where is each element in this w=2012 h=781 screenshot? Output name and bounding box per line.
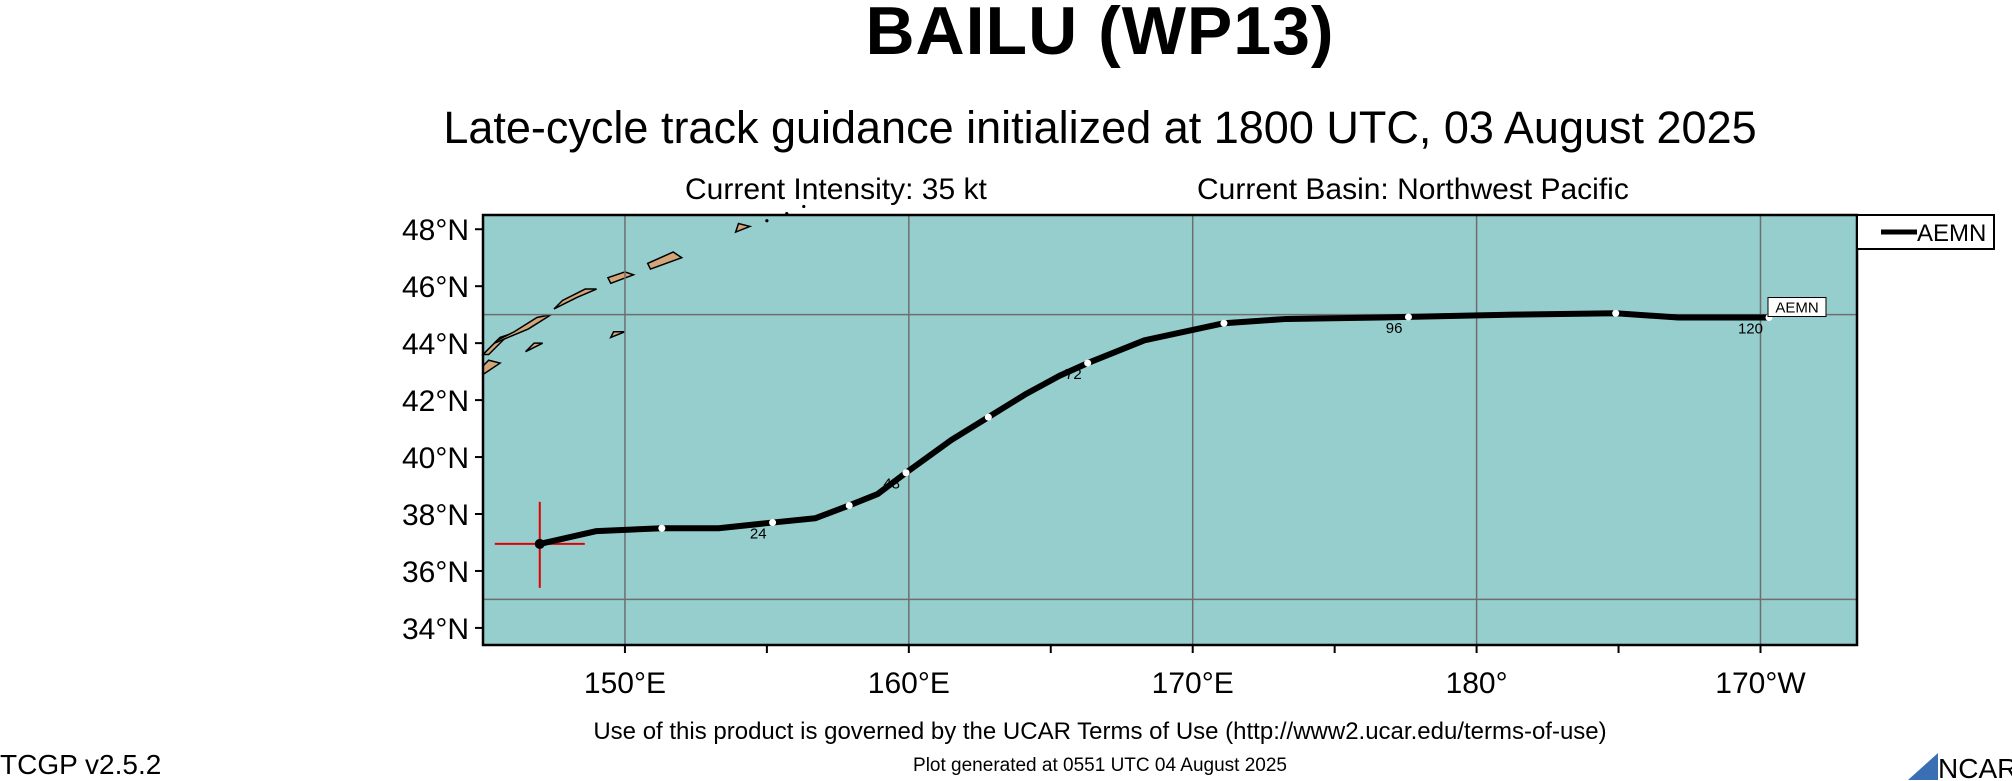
plot-generated-time: Plot generated at 0551 UTC 04 August 202… — [913, 755, 1287, 776]
track-time-dot — [845, 501, 853, 509]
track-hour-label: 72 — [1065, 366, 1082, 383]
track-time-dot — [1612, 309, 1620, 317]
track-time-dot — [984, 413, 992, 421]
x-tick-label: 160°E — [868, 667, 950, 700]
track-end-label: AEMN — [1775, 300, 1818, 317]
track-end-label-box — [1767, 297, 1827, 318]
ocean-background — [483, 215, 1857, 645]
terms-of-use-notice: Use of this product is governed by the U… — [593, 718, 1607, 745]
land-island-5 — [646, 251, 684, 271]
land-island-2 — [493, 313, 552, 344]
version-label: TCGP v2.5.2 — [0, 749, 162, 780]
track-time-dot — [1404, 313, 1412, 321]
track-start-point — [534, 538, 545, 549]
x-tick-label: 170°W — [1715, 667, 1806, 700]
x-tick-label: 150°E — [584, 667, 666, 700]
track-hour-label: 48 — [883, 476, 900, 493]
track-time-dot — [769, 519, 777, 527]
x-tick-label: 170°E — [1152, 667, 1234, 700]
land-islet-1 — [765, 219, 769, 223]
map-frame — [481, 213, 1859, 647]
track-hour-label: 24 — [750, 526, 767, 543]
legend-box — [1856, 214, 1995, 250]
track-time-dot — [1220, 319, 1228, 327]
land-islet-4 — [813, 196, 817, 200]
land-island-6 — [734, 222, 753, 234]
land-island-8 — [525, 342, 543, 353]
y-tick-label: 38°N — [402, 499, 469, 532]
ncar-logo-text: NCAR — [1938, 753, 2012, 780]
land-island-3 — [553, 288, 597, 310]
y-tick-label: 36°N — [402, 556, 469, 589]
storm-title: BAILU (WP13) — [865, 0, 1335, 69]
y-tick-label: 42°N — [402, 385, 469, 418]
current-intensity: Current Intensity: 35 kt — [685, 173, 987, 206]
track-hour-label: 120 — [1738, 321, 1763, 338]
ncar-logo: NCAR — [1908, 753, 2012, 780]
y-tick-label: 48°N — [402, 214, 469, 247]
land-island-9 — [609, 331, 626, 339]
track-line-aemn — [539, 310, 1769, 547]
track-time-dot — [902, 469, 910, 477]
x-tick-label: 180° — [1446, 667, 1508, 700]
y-tick-label: 40°N — [402, 442, 469, 475]
y-tick-label: 34°N — [402, 613, 469, 646]
track-time-dot — [658, 524, 666, 532]
current-basin: Current Basin: Northwest Pacific — [1197, 173, 1629, 206]
y-tick-label: 44°N — [402, 328, 469, 361]
track-hour-label: 96 — [1386, 320, 1403, 337]
y-tick-label: 46°N — [402, 271, 469, 304]
guidance-subtitle: Late-cycle track guidance initialized at… — [443, 102, 1757, 153]
ncar-logo-mark — [1908, 753, 1938, 780]
legend-label: AEMN — [1917, 220, 1986, 247]
track-time-dot — [1084, 359, 1092, 367]
land-islet-3 — [802, 204, 806, 209]
